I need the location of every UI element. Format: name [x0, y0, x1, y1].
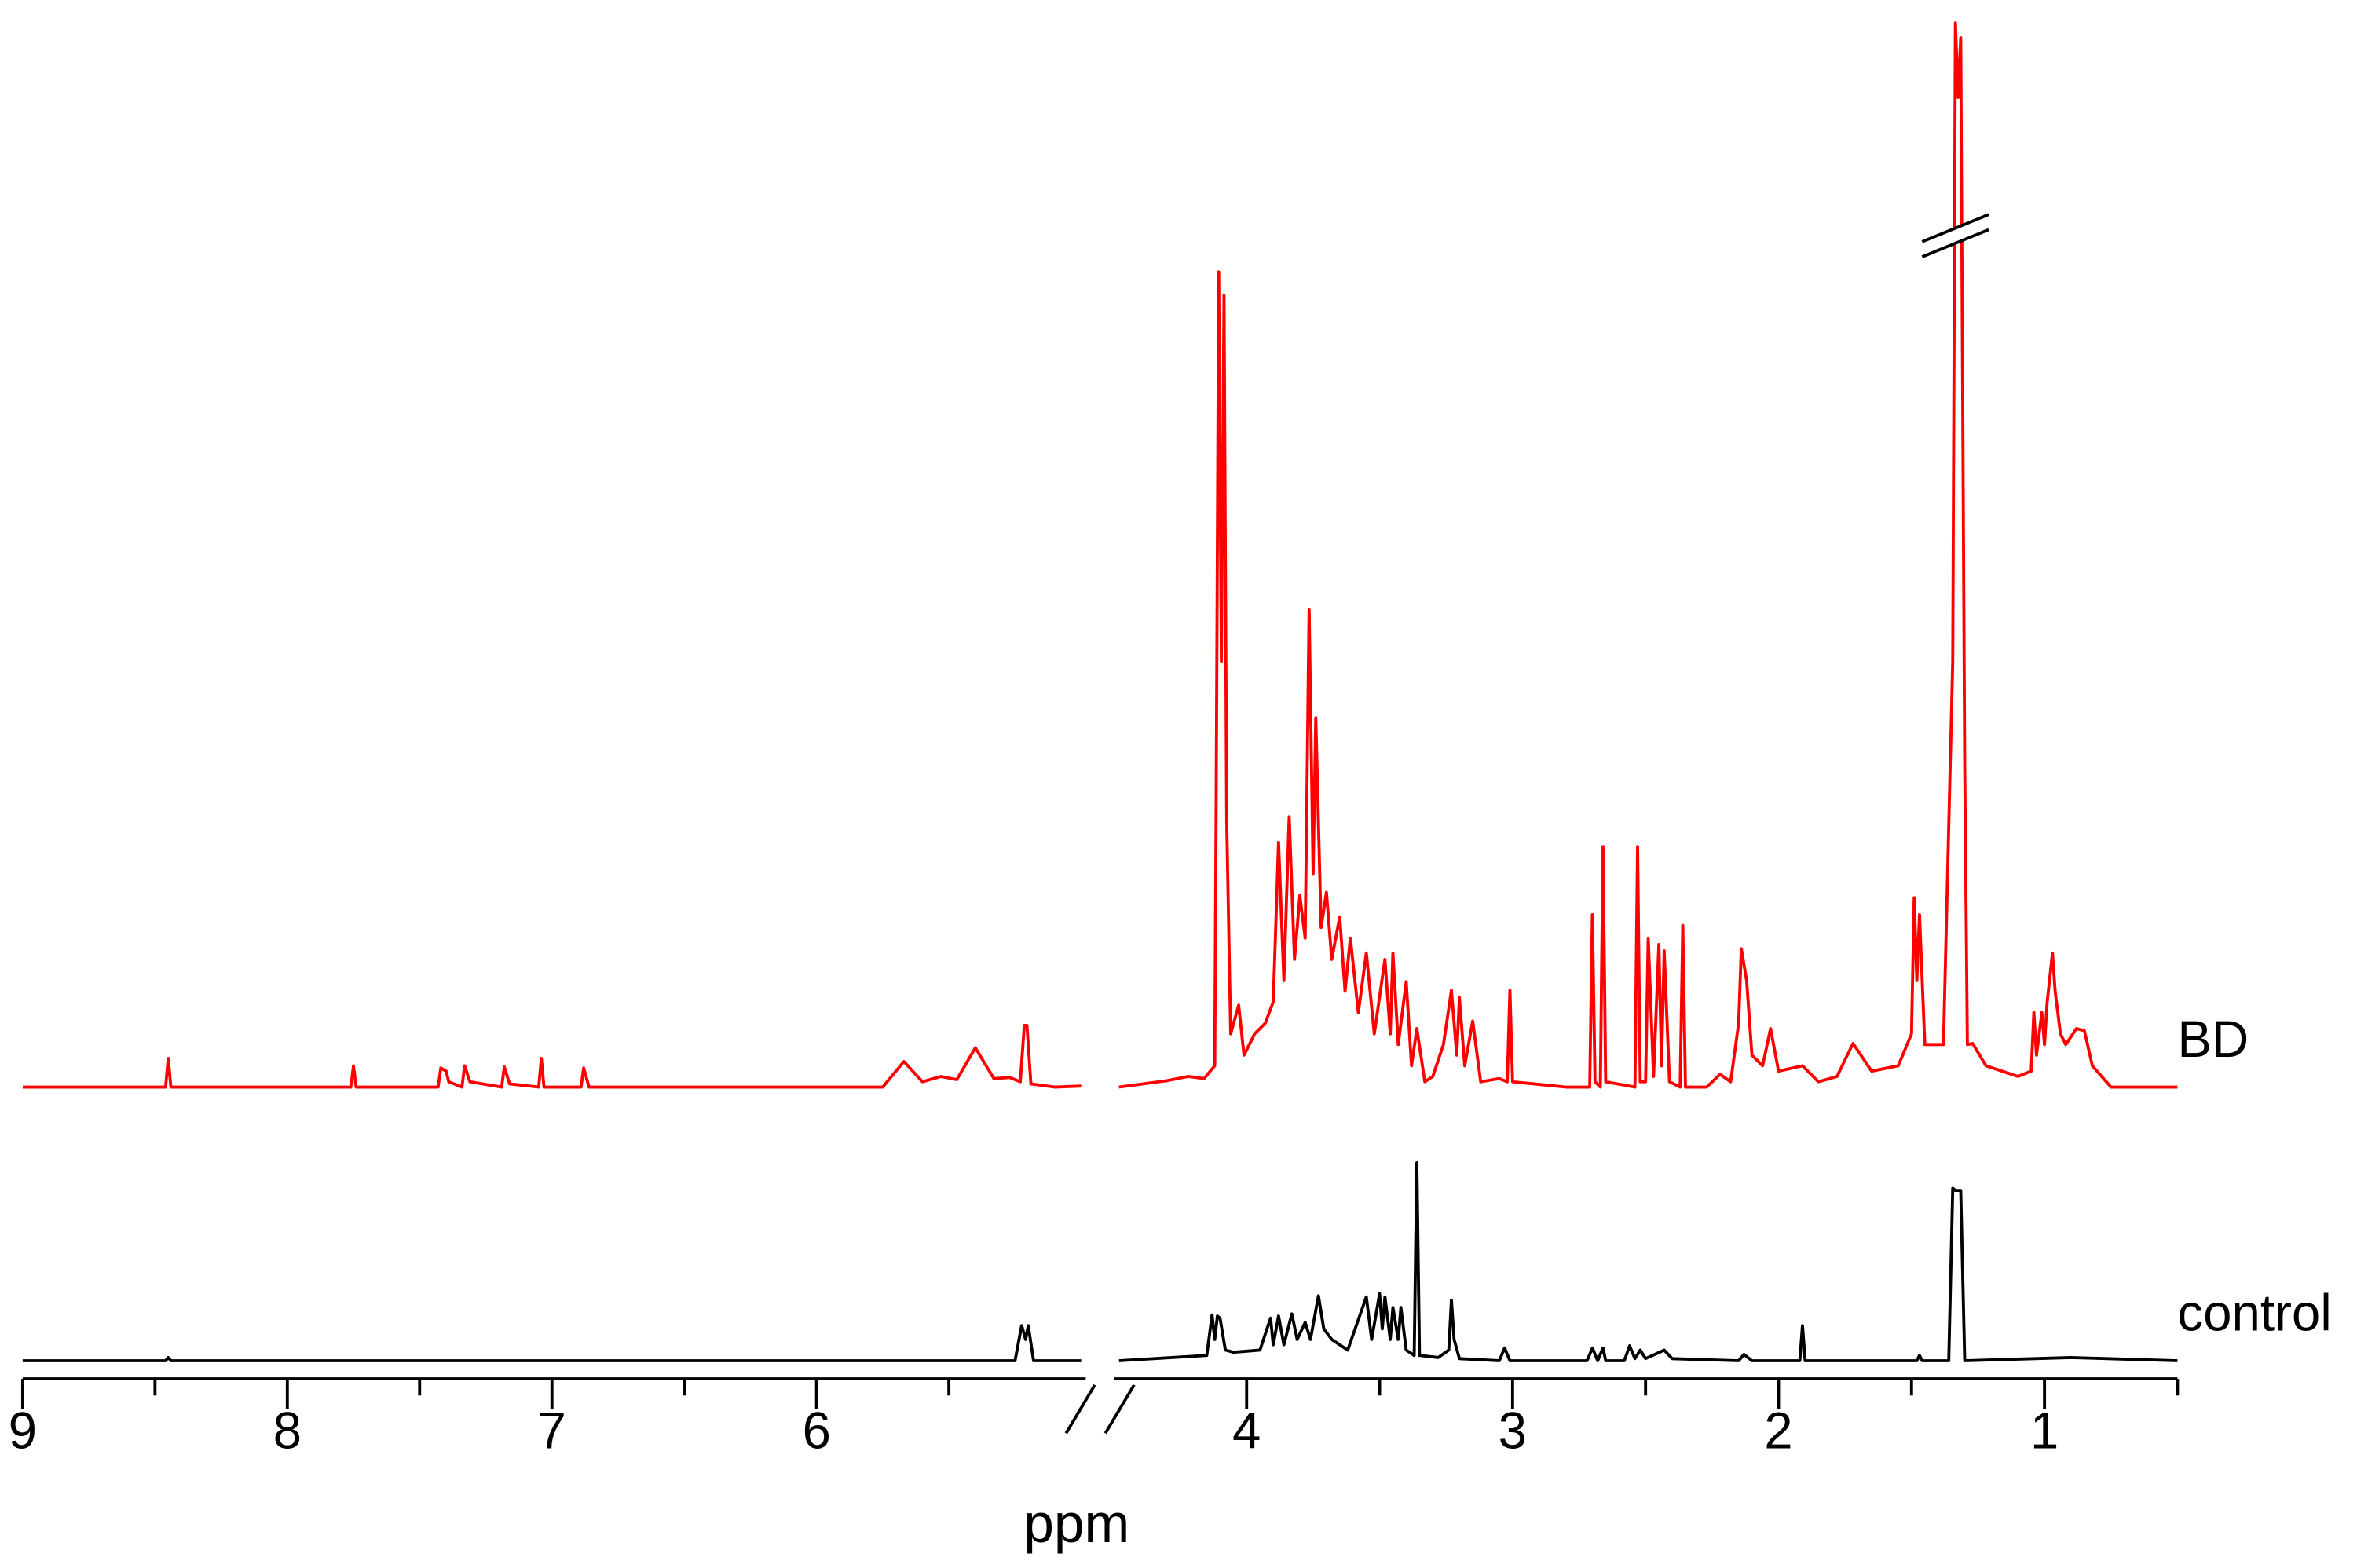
legend-label: control — [2177, 1284, 2331, 1341]
spectrum-line — [22, 1160, 2178, 1362]
axis-break-mark — [1103, 1383, 1136, 1435]
x-tick-label: 8 — [273, 1402, 302, 1460]
x-tick-label: 4 — [1232, 1402, 1261, 1460]
spectrum-line — [22, 21, 2178, 1089]
x-tick-label: 9 — [9, 1402, 37, 1460]
x-tick-label: 1 — [2030, 1402, 2059, 1460]
x-tick-label: 2 — [1764, 1402, 1792, 1460]
legend-label: BD — [2177, 1011, 2249, 1068]
x-axis-label: ppm — [1023, 1493, 1129, 1554]
x-tick-label: 7 — [538, 1402, 566, 1460]
y-break-mark — [1921, 228, 1989, 258]
x-tick-label: 3 — [1499, 1402, 1527, 1460]
x-tick-label: 6 — [802, 1402, 830, 1460]
y-break-mark — [1921, 213, 1989, 243]
y-break-gap — [1922, 214, 1989, 258]
axis-break-mark — [1064, 1383, 1096, 1435]
